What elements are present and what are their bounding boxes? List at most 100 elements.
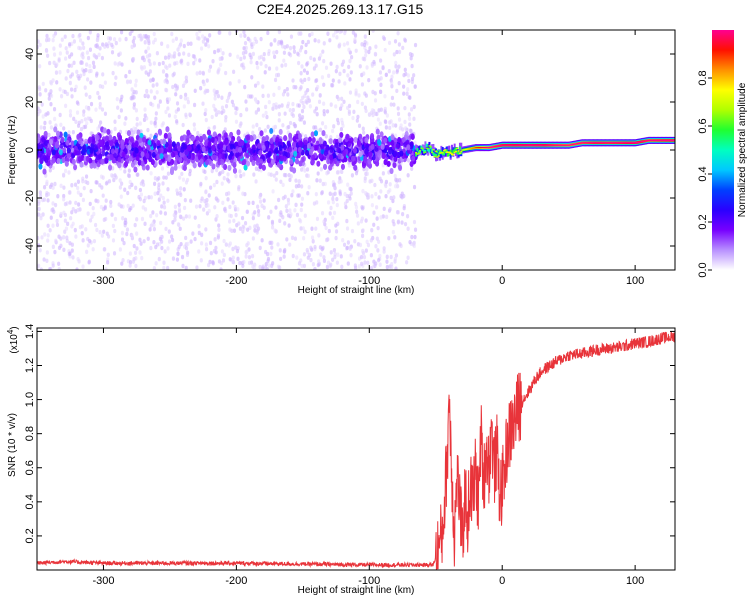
noise-cell xyxy=(396,31,400,36)
noise-cell xyxy=(348,58,352,64)
noise-cell xyxy=(184,245,189,251)
noise-cell xyxy=(192,61,196,66)
noise-cell xyxy=(364,218,368,223)
noise-cell xyxy=(270,221,275,226)
noise-cell xyxy=(312,57,316,62)
noise-cell xyxy=(363,155,368,162)
noise-cell xyxy=(79,161,84,168)
noise-cell xyxy=(131,203,135,208)
noise-cell xyxy=(397,81,401,86)
noise-cell xyxy=(204,88,208,93)
noise-cell xyxy=(393,150,398,157)
noise-cell xyxy=(120,261,124,266)
noise-cell xyxy=(351,30,355,35)
noise-cell xyxy=(319,167,323,172)
noise-cell xyxy=(196,143,201,150)
noise-cell xyxy=(66,152,71,159)
noise-cell xyxy=(355,118,359,123)
ridge-cell xyxy=(460,142,463,152)
noise-cell xyxy=(253,228,257,233)
noise-cell xyxy=(177,206,182,212)
noise-cell xyxy=(370,228,374,233)
noise-cell xyxy=(161,195,165,201)
noise-cell xyxy=(178,214,183,219)
noise-cell xyxy=(164,72,169,78)
noise-cell xyxy=(155,90,159,95)
noise-cell xyxy=(71,129,75,135)
noise-cell xyxy=(361,228,365,233)
noise-cell xyxy=(182,143,187,150)
noise-cell xyxy=(220,153,225,160)
noise-cell xyxy=(281,92,286,97)
noise-cell xyxy=(249,135,254,142)
noise-cell xyxy=(246,227,250,232)
noise-cell xyxy=(375,236,379,241)
noise-cell xyxy=(160,123,164,128)
noise-cell xyxy=(299,85,303,90)
noise-cell xyxy=(377,77,381,82)
noise-cell xyxy=(317,39,321,44)
noise-cell xyxy=(337,153,342,160)
noise-cell xyxy=(235,152,240,159)
noise-cell xyxy=(307,184,311,190)
noise-cell xyxy=(88,47,93,52)
noise-cell xyxy=(264,110,268,116)
noise-cell xyxy=(204,42,208,47)
noise-cell xyxy=(384,179,389,185)
noise-cell xyxy=(205,78,209,83)
noise-cell xyxy=(346,73,350,78)
noise-cell xyxy=(138,121,142,126)
noise-cell xyxy=(241,229,245,234)
noise-cell xyxy=(375,111,379,117)
noise-cell xyxy=(302,68,307,73)
noise-cell xyxy=(269,251,273,257)
noise-cell xyxy=(184,75,188,80)
noise-cell xyxy=(53,116,57,122)
noise-cell xyxy=(301,39,305,45)
noise-cell xyxy=(79,192,83,198)
noise-cell xyxy=(293,208,297,213)
noise-cell xyxy=(241,224,245,229)
noise-cell xyxy=(181,122,185,128)
noise-cell xyxy=(54,202,58,208)
noise-cell xyxy=(145,164,150,171)
noise-cell xyxy=(369,266,373,270)
noise-cell xyxy=(266,124,270,130)
noise-cell xyxy=(360,101,364,107)
noise-cell xyxy=(254,166,258,171)
noise-cell xyxy=(331,215,335,221)
noise-cell xyxy=(51,37,55,43)
noise-cell xyxy=(146,236,150,241)
noise-cell xyxy=(73,149,78,156)
noise-cell xyxy=(226,172,230,177)
noise-cell xyxy=(345,226,350,231)
noise-cell xyxy=(342,42,346,47)
noise-cell xyxy=(313,144,318,151)
noise-cell xyxy=(309,55,313,61)
noise-cell xyxy=(251,236,255,241)
noise-cell xyxy=(234,173,238,179)
noise-cell xyxy=(59,183,63,189)
noise-cell xyxy=(113,119,117,124)
noise-cell xyxy=(258,264,262,270)
noise-cell xyxy=(65,50,69,55)
noise-cell xyxy=(317,56,322,61)
noise-cell xyxy=(252,41,256,46)
noise-cell xyxy=(98,46,102,51)
noise-cell xyxy=(379,189,383,194)
noise-cell xyxy=(279,210,283,215)
noise-cell xyxy=(221,200,225,206)
noise-cell xyxy=(396,111,401,117)
noise-cell xyxy=(167,97,171,102)
noise-cell xyxy=(41,197,45,203)
noise-cell xyxy=(52,52,57,57)
noise-cell xyxy=(275,155,280,162)
noise-cell xyxy=(392,102,396,107)
noise-cell xyxy=(160,245,164,251)
noise-cell xyxy=(284,204,288,209)
noise-cell xyxy=(321,49,325,54)
noise-cell xyxy=(207,141,212,148)
noise-cell xyxy=(409,107,414,112)
noise-cell xyxy=(75,110,80,115)
noise-cell xyxy=(49,89,53,94)
